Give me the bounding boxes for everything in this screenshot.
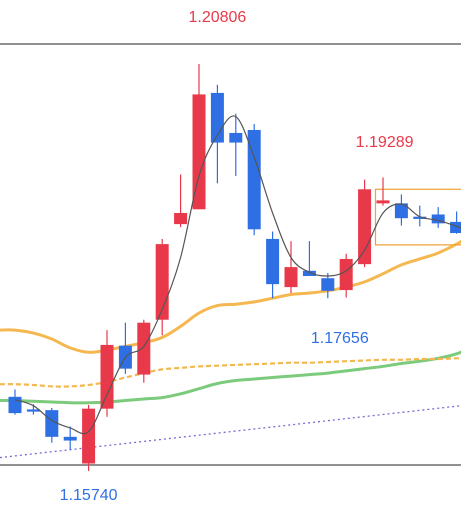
candle-body bbox=[266, 238, 280, 285]
candle bbox=[358, 179, 372, 268]
candle-body bbox=[284, 267, 298, 288]
candle-body bbox=[192, 94, 206, 210]
candle bbox=[266, 231, 280, 299]
price-annotation-high: 1.19289 bbox=[356, 134, 414, 151]
candle-body bbox=[302, 270, 316, 276]
candle bbox=[284, 241, 298, 294]
candle-body bbox=[229, 132, 243, 143]
ma-orange-dashed-line bbox=[0, 357, 461, 388]
candle bbox=[339, 253, 353, 298]
range-box bbox=[374, 188, 461, 246]
ma-fast-layer bbox=[14, 115, 461, 435]
candle-body bbox=[450, 221, 461, 234]
candle bbox=[82, 404, 96, 471]
candle bbox=[321, 273, 335, 299]
candle bbox=[63, 426, 77, 451]
ma-green-layer bbox=[0, 350, 461, 405]
candle-body bbox=[339, 258, 353, 291]
candle-body bbox=[82, 408, 96, 464]
candle bbox=[229, 113, 243, 176]
ma-green-line bbox=[0, 350, 461, 405]
range-box-layer bbox=[374, 188, 461, 246]
candle-body bbox=[376, 200, 390, 204]
price-annotation-low: 1.15740 bbox=[60, 487, 118, 504]
ma-orange-layer bbox=[0, 239, 461, 354]
candle bbox=[450, 211, 461, 234]
trend-line-dotted bbox=[0, 405, 461, 459]
chart-frame bbox=[0, 43, 461, 466]
candle-body bbox=[100, 344, 114, 409]
candle bbox=[431, 207, 445, 228]
annotations-layer: 1.20806 1.19289 1.17656 1.15740 bbox=[60, 9, 414, 504]
candle-body bbox=[8, 396, 22, 414]
candle-body bbox=[45, 410, 59, 437]
candle-body bbox=[63, 436, 77, 441]
candle-body bbox=[321, 278, 335, 291]
candle bbox=[394, 194, 408, 226]
candle-body bbox=[247, 129, 261, 230]
price-annotation-high: 1.20806 bbox=[188, 9, 246, 26]
candle-body bbox=[413, 216, 427, 219]
candle bbox=[174, 174, 188, 228]
ma-fast-line bbox=[14, 115, 461, 435]
candle bbox=[413, 205, 427, 227]
candle bbox=[192, 64, 206, 210]
candle bbox=[302, 241, 316, 276]
candle-body bbox=[174, 212, 188, 225]
candle bbox=[8, 389, 22, 415]
candle bbox=[247, 124, 261, 236]
price-annotation-low: 1.17656 bbox=[311, 330, 369, 347]
ma-orange-line bbox=[0, 239, 461, 354]
candle-body bbox=[358, 189, 372, 265]
candle-body bbox=[394, 203, 408, 219]
ma-orange-dashed-layer bbox=[0, 357, 461, 388]
candle-body bbox=[137, 322, 151, 375]
candle-body bbox=[26, 409, 40, 412]
candle bbox=[45, 407, 59, 443]
trend-line-layer bbox=[0, 405, 461, 459]
candle bbox=[137, 319, 151, 383]
candle-body bbox=[431, 214, 445, 224]
candle bbox=[376, 177, 390, 206]
candle bbox=[100, 330, 114, 417]
